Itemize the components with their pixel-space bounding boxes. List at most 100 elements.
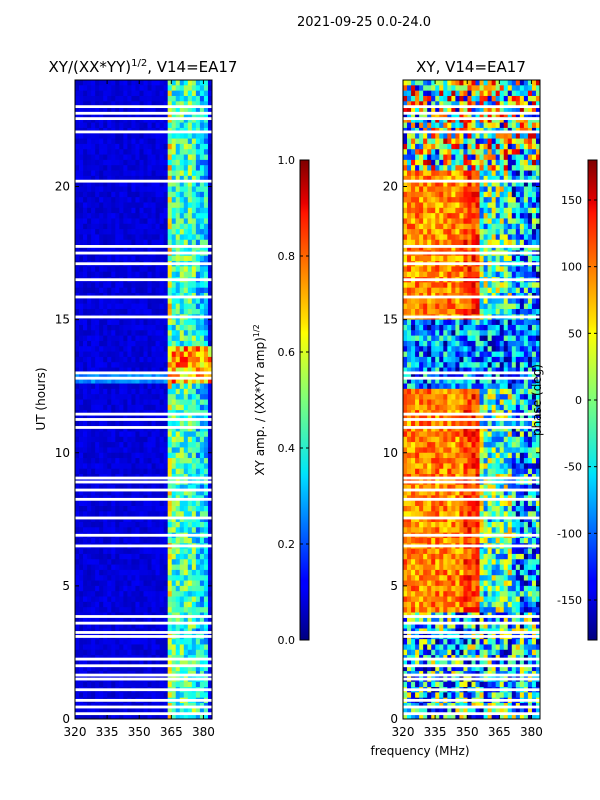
heatmap-cell: [179, 692, 185, 699]
heatmap-cell: [151, 426, 156, 432]
heatmap-cell: [107, 308, 112, 315]
heatmap-cell: [407, 143, 412, 150]
heatmap-cell: [467, 186, 472, 193]
heatmap-cell: [207, 340, 212, 347]
heatmap-cell: [147, 490, 152, 496]
heatmap-cell: [475, 143, 480, 150]
heatmap-cell: [119, 202, 124, 209]
heatmap-cell: [203, 95, 209, 102]
phase-heatmap: [403, 80, 540, 719]
heatmap-cell: [75, 585, 80, 592]
heatmap-cell: [207, 287, 212, 294]
heatmap-cell: [199, 207, 205, 214]
heatmap-cell: [171, 117, 177, 124]
heatmap-cell: [171, 559, 177, 565]
heatmap-cell: [167, 585, 173, 592]
flagged-gap-line: [75, 376, 212, 380]
heatmap-cell: [151, 207, 156, 214]
heatmap-cell: [87, 186, 92, 193]
heatmap-cell: [111, 330, 116, 336]
heatmap-cell: [127, 85, 132, 92]
heatmap-cell: [423, 181, 428, 187]
heatmap-cell: [103, 170, 108, 177]
heatmap-cell: [415, 138, 420, 145]
heatmap-cell: [155, 346, 161, 352]
heatmap-cell: [111, 537, 116, 544]
heatmap-cell: [75, 159, 80, 166]
heatmap-cell: [207, 367, 212, 374]
heatmap-cell: [95, 713, 100, 719]
heatmap-cell: [155, 500, 161, 507]
heatmap-cell: [131, 298, 136, 305]
heatmap-cell: [159, 117, 165, 124]
heatmap-cell: [407, 202, 412, 209]
heatmap-cell: [87, 527, 92, 534]
heatmap-cell: [183, 713, 189, 719]
heatmap-cell: [403, 165, 408, 171]
heatmap-cell: [171, 442, 177, 448]
heatmap-cell: [507, 101, 513, 108]
heatmap-cell: [207, 303, 212, 310]
heatmap-cell: [171, 149, 177, 155]
heatmap-cell: [167, 527, 173, 534]
heatmap-cell: [199, 308, 205, 315]
heatmap-cell: [131, 117, 136, 124]
heatmap-cell: [459, 80, 464, 86]
heatmap-cell: [411, 101, 416, 108]
heatmap-cell: [419, 165, 424, 171]
heatmap-cell: [523, 101, 529, 108]
heatmap-cell: [491, 95, 497, 102]
heatmap-cell: [83, 271, 88, 278]
heatmap-cell: [131, 101, 136, 108]
amplitude-panel-title: XY/(XX*YY)1/2, V14=EA17: [49, 58, 238, 76]
heatmap-cell: [155, 692, 161, 699]
heatmap-cell: [503, 95, 509, 102]
heatmap-cell: [427, 95, 432, 102]
heatmap-cell: [103, 404, 108, 411]
heatmap-cell: [179, 420, 185, 427]
heatmap-cell: [155, 681, 161, 688]
heatmap-cell: [155, 143, 161, 150]
heatmap-cell: [143, 468, 148, 475]
heatmap-cell: [131, 458, 136, 464]
heatmap-cell: [519, 186, 525, 193]
heatmap-cell: [119, 692, 124, 699]
heatmap-cell: [91, 340, 96, 347]
heatmap-cell: [523, 202, 529, 209]
heatmap-cell: [119, 681, 124, 688]
amplitude-ylabel: UT (hours): [34, 367, 48, 430]
heatmap-cell: [535, 95, 540, 102]
heatmap-cell: [135, 447, 140, 454]
heatmap-cell: [83, 234, 88, 241]
heatmap-cell: [99, 623, 104, 629]
heatmap-cell: [487, 175, 493, 182]
heatmap-cell: [155, 303, 161, 310]
heatmap-cell: [135, 356, 140, 363]
heatmap-cell: [203, 287, 209, 294]
heatmap-cell: [175, 245, 181, 251]
heatmap-cell: [195, 580, 201, 587]
heatmap-cell: [171, 101, 177, 108]
heatmap-cell: [495, 80, 501, 86]
heatmap-cell: [99, 644, 104, 651]
heatmap-cell: [199, 346, 205, 352]
heatmap-cell: [135, 537, 140, 544]
heatmap-cell: [511, 181, 517, 187]
heatmap-cell: [159, 367, 165, 374]
heatmap-cell: [135, 346, 140, 352]
heatmap-cell: [207, 383, 212, 390]
heatmap-cell: [111, 287, 116, 294]
heatmap-cell: [143, 367, 148, 374]
heatmap-cell: [115, 607, 120, 613]
heatmap-cell: [123, 255, 128, 262]
heatmap-cell: [127, 548, 132, 555]
heatmap-cell: [423, 122, 428, 129]
heatmap-cell: [123, 245, 128, 251]
heatmap-cell: [195, 378, 201, 384]
heatmap-cell: [79, 404, 84, 411]
heatmap-cell: [83, 713, 88, 719]
heatmap-cell: [79, 335, 84, 342]
heatmap-cell: [143, 420, 148, 427]
heatmap-cell: [191, 681, 197, 688]
heatmap-cell: [95, 388, 100, 395]
